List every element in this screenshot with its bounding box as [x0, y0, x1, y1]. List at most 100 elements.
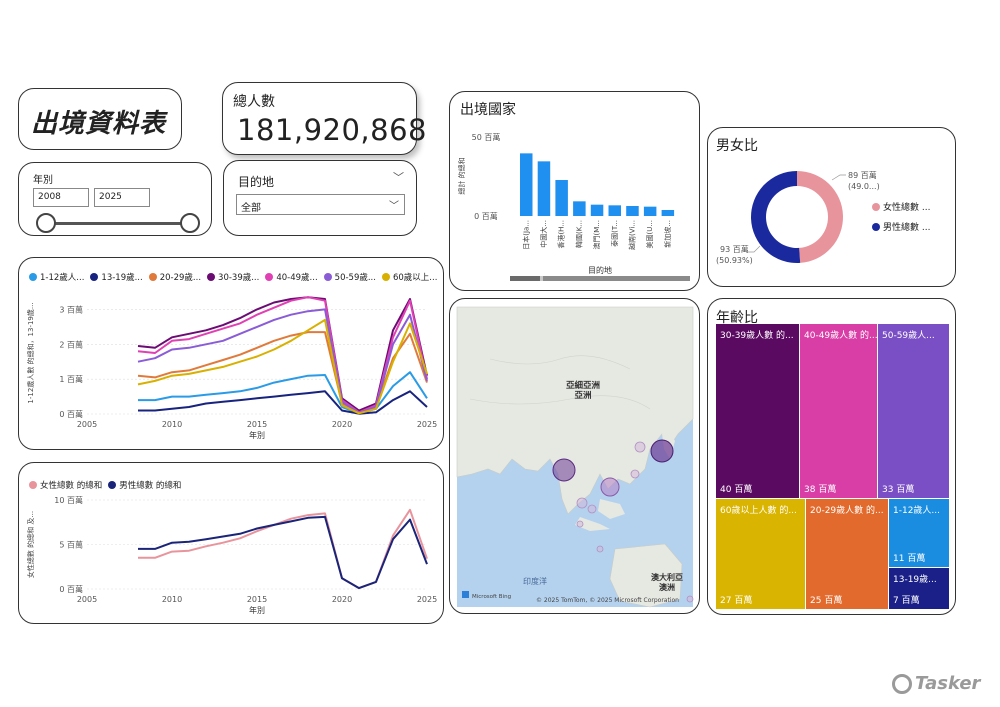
- legend-item[interactable]: 30-39歲...: [207, 271, 259, 283]
- age-treemap-title: 年齡比: [716, 310, 758, 326]
- gender-chart-title: 男女比: [716, 138, 758, 154]
- series-line: [138, 515, 428, 590]
- y-tick-label: 1 百萬: [59, 374, 83, 384]
- chevron-down-icon[interactable]: ﹀: [393, 171, 404, 184]
- gender-ratio-card: 男女比 89 百萬 (49.0...) 93 百萬 (50.93%) 女性總數 ...…: [707, 127, 956, 287]
- treemap-tile[interactable]: 30-39歲人數 的... 40 百萬: [716, 324, 799, 498]
- legend-item[interactable]: 60歲以上...: [381, 271, 438, 283]
- legend-dot: [90, 273, 99, 281]
- country-scrollbar-thumb[interactable]: [510, 276, 540, 281]
- bing-logo-icon: [462, 591, 469, 598]
- year-from-input[interactable]: 2008: [33, 188, 89, 207]
- country-x-tick-label: 美國(U...: [645, 220, 654, 249]
- year-to-input[interactable]: 2025: [94, 188, 150, 207]
- bubble-southeast-asia: [600, 477, 620, 497]
- map-land-australia: [609, 543, 683, 608]
- report-title: 出境資料表: [31, 109, 167, 139]
- gender-line-chart-card: 女性總數 的總和 男性總數 的總和 0 百萬 5 百萬 10 百萬 2005 2010 20…: [18, 462, 444, 624]
- treemap-tile-label: 40-49歲人數 的...: [804, 331, 877, 341]
- tasker-watermark: Tasker: [892, 673, 980, 694]
- legend-label: 60歲以上...: [392, 273, 438, 283]
- legend-dot: [323, 273, 332, 281]
- x-tick-label: 2010: [162, 420, 182, 429]
- report-title-card: 出境資料表: [18, 88, 182, 150]
- treemap-tile[interactable]: 13-19歲... 7 百萬: [889, 568, 949, 609]
- legend-female[interactable]: 女性總數 ...: [872, 200, 930, 213]
- legend-item[interactable]: 男性總數 的總和: [108, 479, 181, 491]
- legend-dot: [29, 273, 37, 281]
- female-data-label: 89 百萬: [848, 170, 877, 180]
- y-axis-label: 女性總數 的總和 及...: [26, 511, 35, 578]
- total-value: 181,920,868: [237, 113, 427, 147]
- legend-female-label: 女性總數 ...: [883, 203, 931, 213]
- legend-label: 1-12歲人...: [40, 273, 85, 283]
- country-x-tick-label: 新加坡...: [663, 220, 672, 248]
- series-line: [137, 318, 428, 415]
- treemap-tile-label: 50-59歲人...: [882, 331, 935, 341]
- legend-item[interactable]: 20-29歲...: [148, 271, 202, 283]
- treemap-tile-value: 11 百萬: [893, 554, 926, 564]
- bubble-malaysia: [576, 520, 584, 528]
- treemap-tile[interactable]: 50-59歲人... 33 百萬: [878, 324, 949, 498]
- female-leader-line: [831, 174, 846, 181]
- bubble-vietnam: [587, 504, 597, 514]
- year-slider-start-handle[interactable]: [36, 213, 56, 233]
- treemap-tile-value: 25 百萬: [810, 596, 843, 606]
- gender-line-legend: 女性總數 的總和 男性總數 的總和: [29, 479, 187, 491]
- legend-item[interactable]: 1-12歲人...: [29, 271, 84, 283]
- total-card: 總人數 181,920,868: [222, 82, 427, 155]
- map-label-australia-2: 澳洲: [659, 582, 675, 592]
- series-line: [138, 371, 428, 415]
- map-land-java: [575, 517, 610, 531]
- country-bar: [573, 201, 586, 216]
- legend-label: 40-49歲...: [276, 273, 318, 283]
- treemap-tile-label: 1-12歲人...: [893, 506, 941, 516]
- treemap-tile[interactable]: 60歲以上人數 的... 27 百萬: [716, 499, 805, 609]
- y-tick-label: 5 百萬: [59, 540, 83, 550]
- map-land-borneo: [598, 499, 625, 519]
- country-bar: [661, 210, 675, 216]
- legend-male-label: 男性總數 ...: [883, 223, 931, 233]
- male-pct-label: (50.93%): [716, 256, 753, 265]
- legend-female-dot: [872, 202, 880, 211]
- x-tick-label: 2005: [77, 595, 97, 604]
- treemap-tile[interactable]: 1-12歲人... 11 百萬: [889, 499, 949, 567]
- country-chart-title: 出境國家: [460, 102, 516, 118]
- year-slicer: 年別 2008 2025: [18, 162, 212, 236]
- treemap-tile[interactable]: 40-49歲人數 的... 38 百萬: [800, 324, 877, 498]
- map-label-asia-1: 亞細亞洲: [566, 380, 600, 391]
- map-copyright: © 2025 TomTom, © 2025 Microsoft Corporat…: [536, 597, 679, 604]
- treemap-tile-label: 60歲以上人數 的...: [720, 506, 797, 516]
- male-leader-line: [748, 245, 761, 253]
- year-slider-end-handle[interactable]: [180, 213, 200, 233]
- legend-male[interactable]: 男性總數 ...: [872, 220, 930, 233]
- y-axis-label: 1-12歲人數 的總和，13-19歲...: [26, 302, 35, 403]
- destination-dropdown[interactable]: 全部 ﹀: [236, 194, 405, 215]
- legend-item[interactable]: 40-49歲...: [265, 271, 318, 283]
- country-x-tick-label: 中國大...: [539, 220, 548, 248]
- legend-item[interactable]: 50-59歲...: [323, 271, 376, 283]
- country-bar: [590, 204, 604, 216]
- country-bar: [608, 205, 621, 216]
- series-line: [137, 296, 428, 412]
- y-tick-label: 10 百萬: [54, 495, 83, 505]
- year-slider-track[interactable]: [45, 222, 191, 225]
- series-line: [138, 390, 428, 415]
- treemap-tile[interactable]: 20-29歲人數 的... 25 百萬: [806, 499, 888, 609]
- country-scrollbar-thumb[interactable]: [543, 276, 690, 281]
- age-line-chart: 0 百萬 1 百萬 2 百萬 3 百萬 2005 2010 2015 2020 2025 年別 1-…: [26, 296, 437, 440]
- legend-item[interactable]: 13-19歲...: [90, 271, 143, 283]
- x-tick-label: 2010: [162, 595, 182, 604]
- legend-label: 20-29歲...: [159, 273, 202, 283]
- country-x-tick-label: 澳門(M...: [592, 220, 601, 249]
- y-tick-label: 50 百萬: [472, 132, 501, 142]
- destination-dropdown-value: 全部: [241, 203, 261, 214]
- bubble-map[interactable]: 亞細亞洲 亞洲 印度洋 澳大利亞 澳洲 Microsoft Bing © 202…: [450, 299, 700, 614]
- legend-label: 男性總數 的總和: [119, 481, 182, 491]
- gender-line-chart: 0 百萬 5 百萬 10 百萬 2005 2010 2015 2020 2025 年別 女性總數 …: [26, 495, 437, 615]
- map-card: 亞細亞洲 亞洲 印度洋 澳大利亞 澳洲 Microsoft Bing © 202…: [449, 298, 700, 614]
- treemap-tile-value: 7 百萬: [893, 596, 920, 606]
- y-tick-label: 0 百萬: [59, 409, 83, 419]
- legend-item[interactable]: 女性總數 的總和: [29, 479, 102, 491]
